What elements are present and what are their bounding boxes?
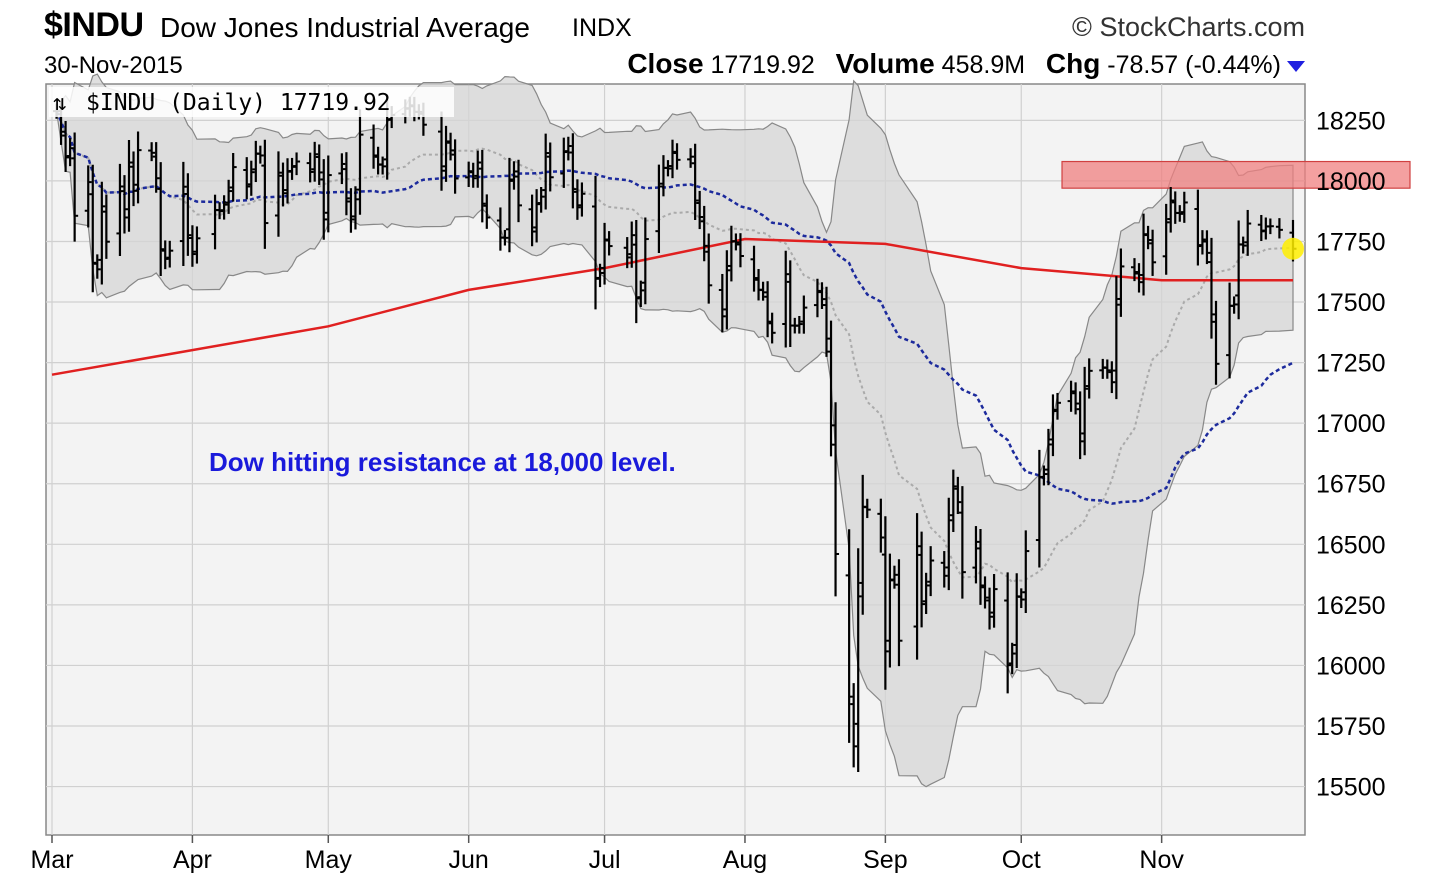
y-tick-label: 17500 xyxy=(1316,289,1386,317)
resistance-zone xyxy=(1061,160,1411,189)
brand-text: StockCharts.com xyxy=(1099,12,1305,42)
down-arrow-icon xyxy=(1287,60,1305,72)
x-tick-label: Jul xyxy=(589,846,621,874)
x-axis: Mar Apr May Jun Jul Aug Sep Oct Nov xyxy=(30,835,1184,874)
x-tick-label: Mar xyxy=(30,846,73,874)
y-tick-label: 17000 xyxy=(1316,410,1386,438)
x-tick-label: May xyxy=(305,846,353,874)
legend-box xyxy=(49,87,454,117)
last-price-marker xyxy=(1282,237,1304,260)
y-tick-label: 15500 xyxy=(1316,774,1386,802)
legend-text: $INDU (Daily) 17719.92 xyxy=(86,90,391,116)
brand-watermark: © StockCharts.com xyxy=(1072,12,1305,42)
annotation-text: Dow hitting resistance at 18,000 level. xyxy=(209,447,676,477)
y-tick-label: 16750 xyxy=(1316,471,1386,499)
volume-value: 458.9M xyxy=(941,51,1026,79)
y-tick-label: 16000 xyxy=(1316,652,1386,680)
ohlc-bars xyxy=(53,96,1304,772)
ma-short-line xyxy=(55,110,1294,584)
quote-line: Close 17719.92 Volume 458.9M Chg -78.57 … xyxy=(627,48,1305,80)
close-label: Close xyxy=(627,48,704,79)
symbol-title: $INDU xyxy=(44,6,144,44)
chart-date: 30-Nov-2015 xyxy=(44,52,183,79)
x-tick-label: Nov xyxy=(1139,846,1184,874)
close-value: 17719.92 xyxy=(710,51,815,79)
y-tick-label: 18000 xyxy=(1316,168,1386,196)
ma-mid-line xyxy=(55,110,1294,505)
exchange-label: INDX xyxy=(572,14,632,42)
x-tick-label: Jun xyxy=(449,846,489,874)
x-tick-label: Apr xyxy=(173,846,212,874)
x-tick-label: Oct xyxy=(1002,846,1041,874)
volume-label: Volume xyxy=(835,48,935,79)
y-tick-label: 17250 xyxy=(1316,350,1386,378)
x-tick-label: Sep xyxy=(863,846,907,874)
legend-icon: ⇅ xyxy=(53,91,66,116)
ma-long-line xyxy=(51,237,1293,376)
chg-label: Chg xyxy=(1045,48,1101,79)
chg-value: -78.57 (-0.44%) xyxy=(1107,51,1281,79)
index-name: Dow Jones Industrial Average xyxy=(160,12,530,43)
y-tick-label: 18250 xyxy=(1316,107,1386,135)
x-tick-label: Aug xyxy=(723,846,767,874)
y-tick-label: 16500 xyxy=(1316,531,1386,559)
y-tick-label: 16250 xyxy=(1316,592,1386,620)
y-tick-label: 17750 xyxy=(1316,228,1386,256)
y-tick-label: 15750 xyxy=(1316,713,1386,741)
y-axis: 15500 15750 16000 16250 16500 16750 17000 17250… xyxy=(1316,107,1386,801)
